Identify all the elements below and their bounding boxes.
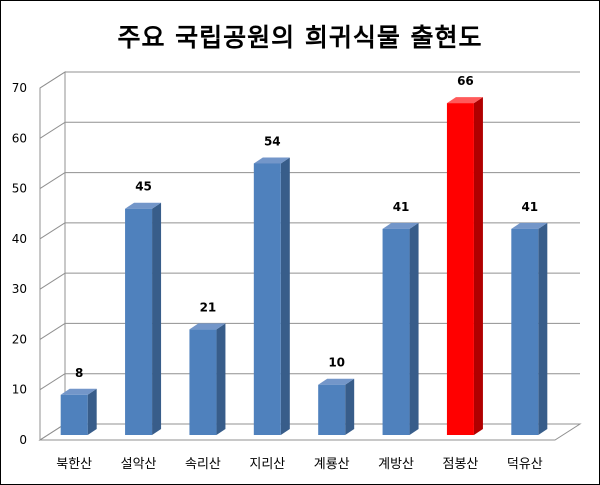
bar-top bbox=[446, 97, 483, 104]
y-tick-label: 20 bbox=[12, 332, 27, 346]
x-tick-label: 설악산 bbox=[121, 457, 157, 472]
bar bbox=[125, 208, 153, 435]
bar-top bbox=[318, 378, 355, 385]
data-label: 41 bbox=[393, 200, 410, 214]
bar-top bbox=[60, 388, 97, 395]
gridline-depth bbox=[39, 323, 66, 340]
gridline-depth bbox=[39, 172, 66, 189]
gridline-depth bbox=[39, 373, 66, 391]
gridline-depth bbox=[39, 222, 66, 240]
x-tick-label: 지리산 bbox=[249, 457, 285, 472]
bar-top bbox=[382, 222, 419, 229]
data-label: 21 bbox=[200, 300, 217, 314]
bar bbox=[382, 228, 410, 435]
bar bbox=[511, 228, 539, 435]
data-label: 45 bbox=[135, 180, 152, 194]
gridline-depth bbox=[39, 121, 66, 139]
data-label: 41 bbox=[521, 200, 538, 214]
bar-side bbox=[87, 388, 97, 435]
bar-side bbox=[280, 157, 290, 435]
bar-side bbox=[216, 323, 226, 435]
bar-top bbox=[511, 222, 548, 229]
bar-top bbox=[253, 157, 290, 164]
chart-title: 주요 국립공원의 희귀식물 출현도 bbox=[117, 23, 483, 52]
data-label: 66 bbox=[457, 74, 474, 88]
x-tick-label: 계방산 bbox=[378, 457, 414, 472]
data-label: 10 bbox=[328, 356, 345, 370]
bar bbox=[318, 384, 346, 435]
bar-side bbox=[152, 202, 162, 435]
y-tick-label: 60 bbox=[12, 131, 27, 145]
x-tick-label: 속리산 bbox=[185, 457, 221, 472]
bar-top bbox=[125, 202, 162, 209]
floor bbox=[38, 423, 582, 441]
bar-side bbox=[538, 222, 548, 435]
data-label: 54 bbox=[264, 134, 281, 148]
y-tick-label: 30 bbox=[12, 282, 27, 296]
x-tick-label: 계룡산 bbox=[314, 457, 350, 472]
gridline-depth bbox=[39, 272, 66, 290]
y-tick-label: 0 bbox=[19, 433, 27, 447]
bar-side bbox=[345, 378, 355, 435]
bar-side bbox=[473, 97, 483, 435]
y-tick-label: 70 bbox=[12, 81, 27, 95]
bar-side bbox=[409, 222, 419, 435]
y-tick-label: 10 bbox=[12, 383, 27, 397]
x-tick-label: 점봉산 bbox=[442, 457, 478, 472]
gridline-depth bbox=[39, 71, 66, 89]
x-tick-label: 북한산 bbox=[56, 457, 92, 472]
y-tick-label: 50 bbox=[12, 182, 27, 196]
bar bbox=[60, 394, 88, 435]
bar-top bbox=[189, 323, 226, 330]
y-tick-label: 40 bbox=[12, 232, 27, 246]
data-label: 8 bbox=[75, 366, 83, 380]
side-wall bbox=[39, 71, 66, 441]
x-tick-label: 덕유산 bbox=[507, 457, 543, 472]
bar bbox=[189, 329, 217, 435]
bar bbox=[446, 103, 474, 435]
bar bbox=[253, 163, 281, 435]
